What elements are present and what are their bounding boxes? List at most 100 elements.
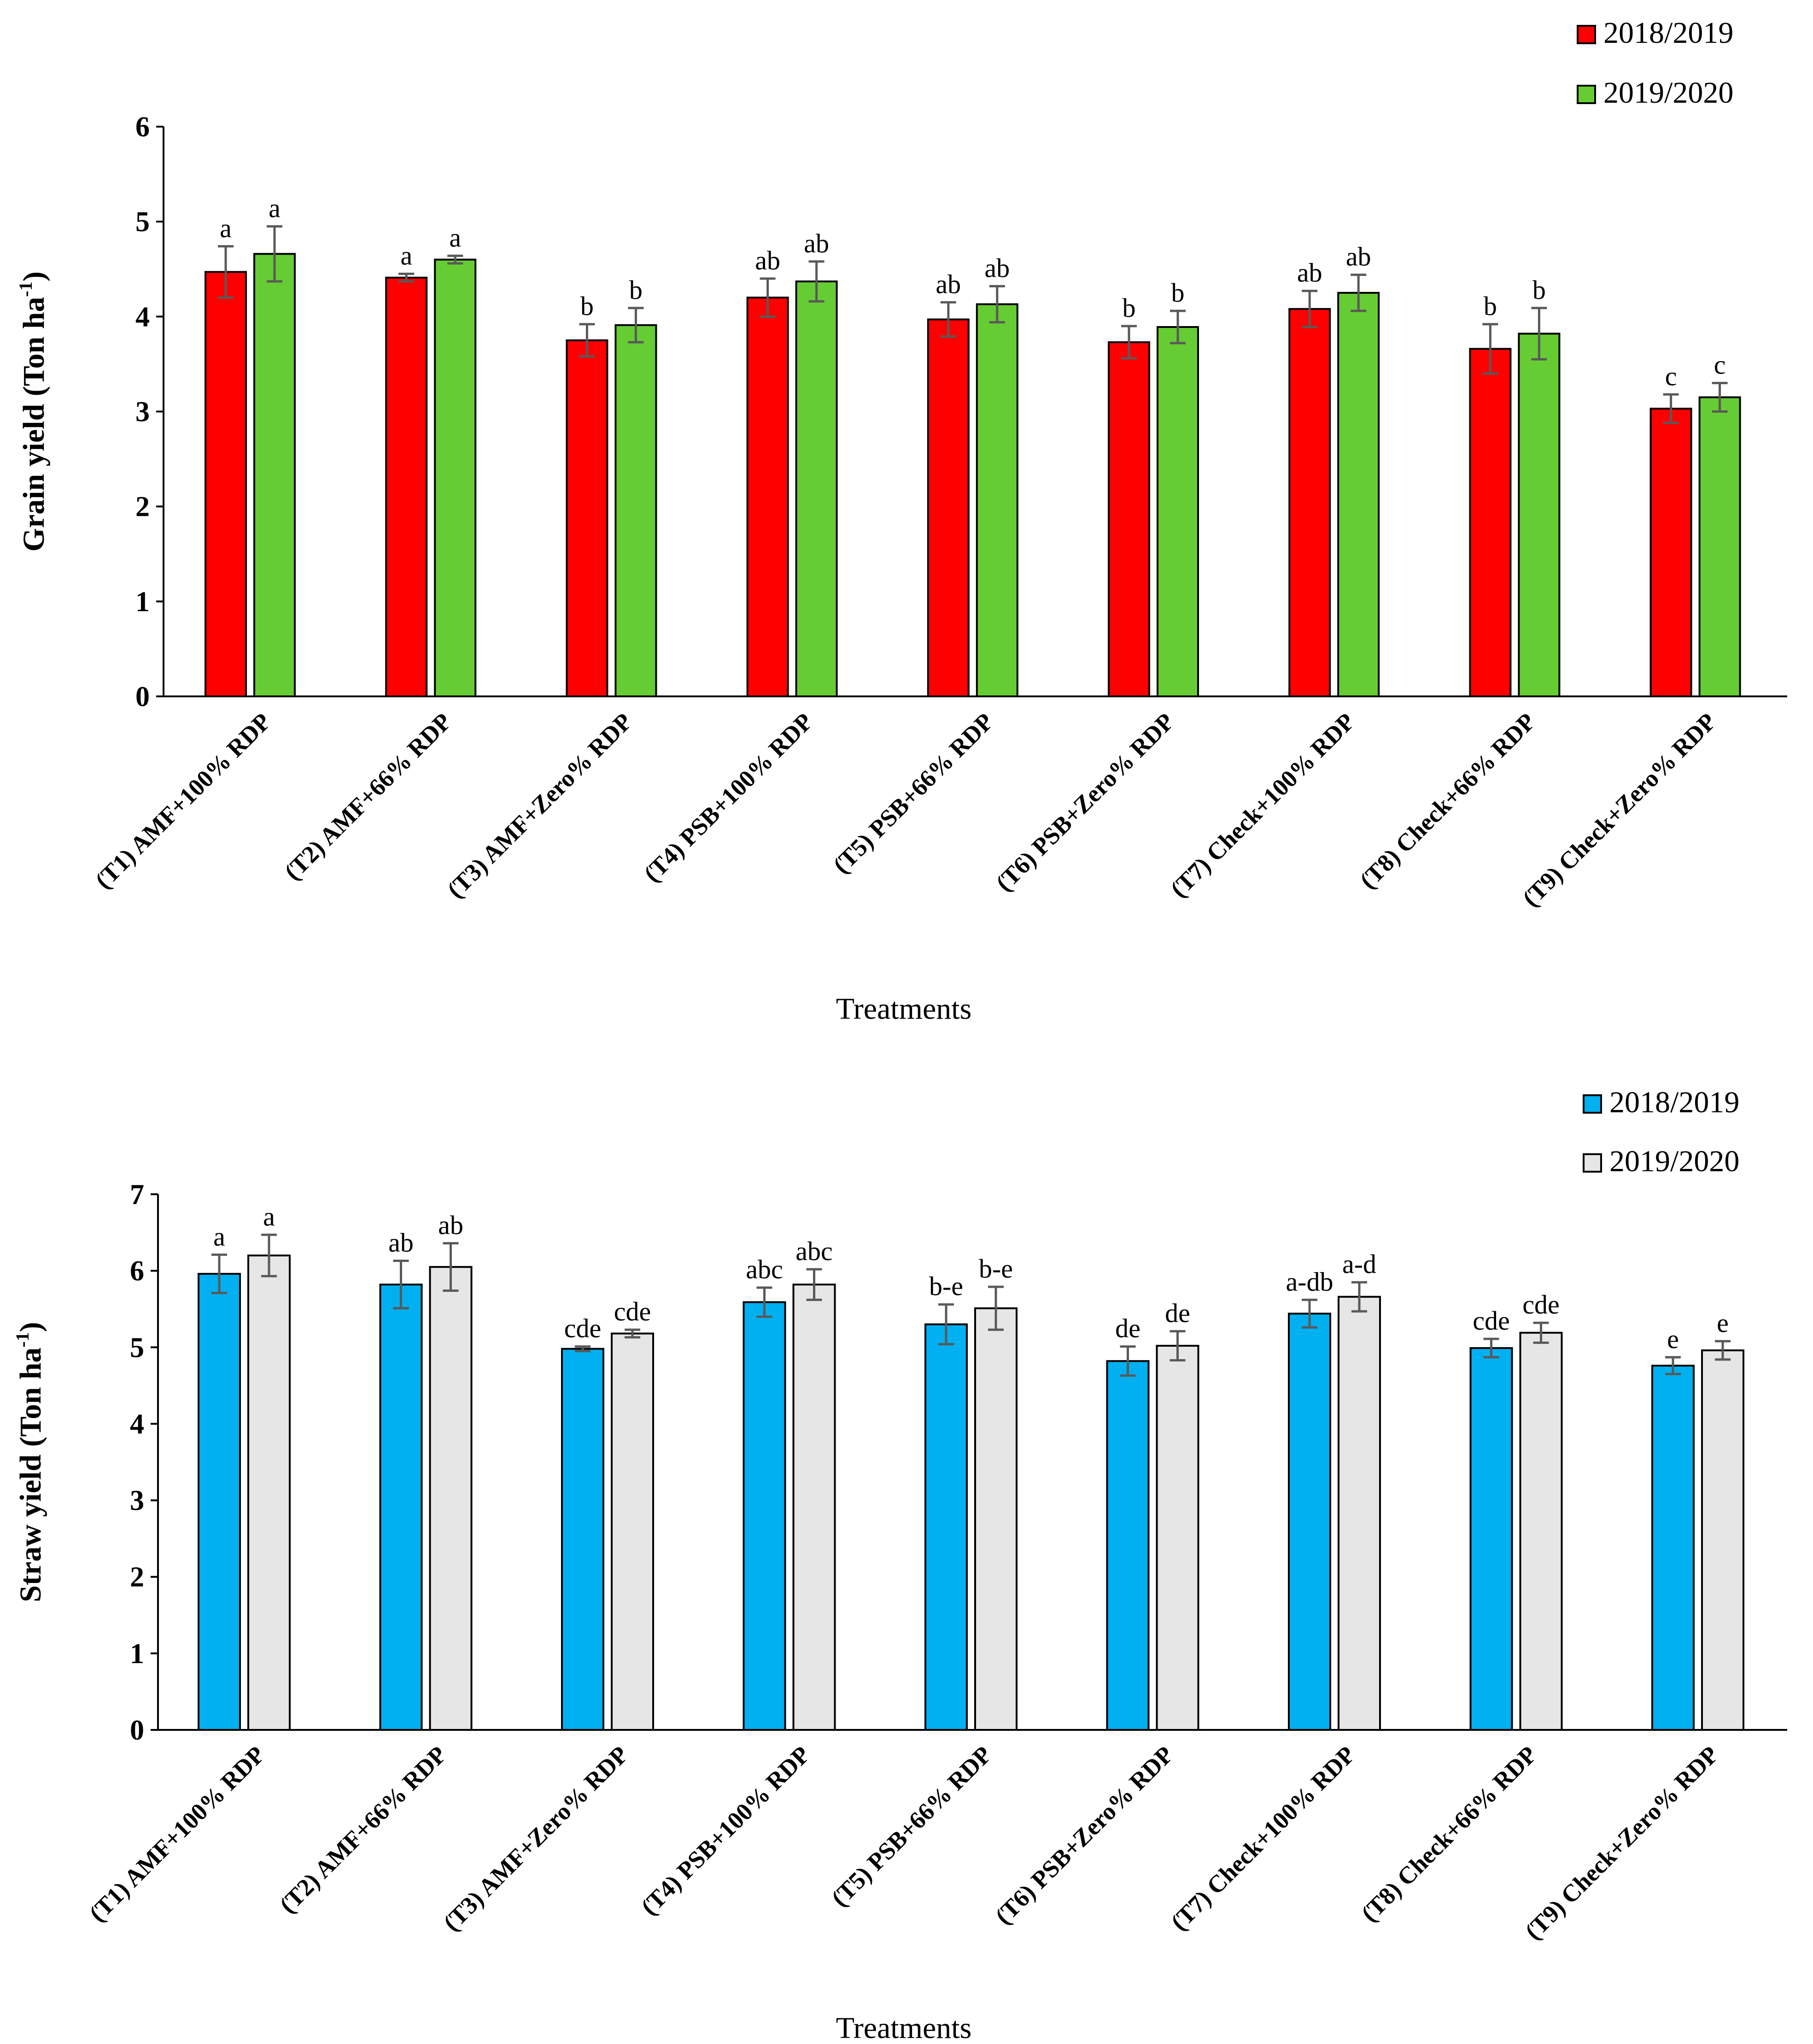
significance-letter: cde <box>1522 1290 1560 1320</box>
y-tick-label: 0 <box>135 681 150 712</box>
y-axis-title-superscript: -1 <box>12 1332 33 1347</box>
bar <box>927 318 970 697</box>
significance-letter: cde <box>614 1296 651 1326</box>
bar <box>434 258 477 697</box>
legend-swatch <box>1583 1094 1602 1114</box>
y-tick-label: 0 <box>130 1715 144 1746</box>
bar <box>976 303 1018 697</box>
bar <box>566 339 608 697</box>
y-tick-label: 3 <box>135 397 150 428</box>
bar <box>1108 341 1150 697</box>
significance-letter: c <box>1665 361 1677 391</box>
y-tick-label: 5 <box>130 1332 144 1363</box>
bar <box>1469 348 1512 697</box>
significance-letter: ab <box>1346 242 1371 272</box>
significance-letter: ab <box>1297 258 1322 288</box>
legend-swatch <box>1577 85 1596 104</box>
significance-letter: ab <box>388 1228 414 1258</box>
significance-letter: a <box>449 222 461 252</box>
significance-letter: e <box>1667 1324 1679 1354</box>
bar <box>561 1348 604 1731</box>
bar <box>1288 308 1331 697</box>
x-axis-title: Treatments <box>836 2011 972 2044</box>
bar <box>746 297 789 697</box>
y-tick-label: 6 <box>135 111 150 143</box>
bar <box>792 1284 836 1731</box>
legend-label: 2019/2020 <box>1609 1145 1739 1178</box>
bar <box>247 1254 291 1731</box>
significance-letter: ab <box>755 245 780 275</box>
significance-letter: a <box>400 241 412 271</box>
significance-letter: a <box>220 213 232 243</box>
y-axis-title-tail: ) <box>17 271 51 281</box>
significance-letter: e <box>1717 1308 1729 1338</box>
y-tick-label: 2 <box>135 491 150 523</box>
y-axis-title: Grain yield (Ton ha-1) <box>15 271 51 552</box>
bar <box>198 1273 241 1731</box>
bar <box>1337 292 1380 697</box>
significance-letter: cde <box>1473 1306 1510 1336</box>
bar <box>1701 1349 1744 1731</box>
significance-letter: de <box>1165 1298 1190 1328</box>
bar <box>614 324 657 697</box>
bar <box>1156 1344 1199 1731</box>
significance-letter: c <box>1714 350 1726 380</box>
bar <box>379 1284 423 1731</box>
significance-letter: ab <box>438 1210 463 1240</box>
significance-letter: a <box>213 1221 225 1251</box>
y-axis-title-tail: ) <box>14 1322 47 1332</box>
significance-letter: b-e <box>979 1254 1013 1284</box>
significance-letter: b <box>580 291 594 321</box>
x-axis-title: Treatments <box>836 992 972 1026</box>
y-tick-label: 5 <box>135 206 150 238</box>
y-tick-label: 1 <box>130 1638 144 1670</box>
bar <box>1469 1347 1513 1731</box>
bar <box>924 1323 968 1731</box>
significance-letter: abc <box>795 1236 833 1266</box>
significance-letter: b-e <box>929 1271 963 1301</box>
bar <box>974 1307 1018 1731</box>
y-axis-title-main: Grain yield (Ton ha <box>17 297 51 552</box>
bar <box>429 1266 473 1731</box>
bar <box>1106 1360 1150 1731</box>
significance-letter: de <box>1115 1314 1140 1343</box>
y-tick-label: 1 <box>135 586 150 618</box>
bar <box>1157 326 1199 697</box>
significance-letter: b <box>629 275 643 305</box>
y-tick-label: 6 <box>130 1256 144 1287</box>
significance-letter: b <box>1484 291 1497 321</box>
significance-letter: cde <box>564 1314 602 1343</box>
bar <box>385 276 428 697</box>
significance-letter: a <box>263 1202 275 1232</box>
legend-label: 2019/2020 <box>1603 76 1733 110</box>
legend-label: 2018/2019 <box>1603 16 1733 50</box>
significance-letter: a <box>269 193 281 223</box>
y-axis-title: Straw yield (Ton ha-1) <box>12 1322 47 1602</box>
significance-letter: a-db <box>1286 1267 1333 1296</box>
legend-label: 2018/2019 <box>1609 1086 1739 1119</box>
significance-letter: b <box>1171 278 1185 308</box>
y-tick-label: 4 <box>130 1408 144 1440</box>
bar <box>1288 1313 1331 1731</box>
y-tick-label: 3 <box>130 1485 144 1517</box>
significance-letter: ab <box>804 228 829 258</box>
bar <box>1698 396 1741 697</box>
y-tick-label: 7 <box>130 1179 144 1210</box>
significance-letter: b <box>1123 293 1136 323</box>
bar <box>795 280 838 697</box>
bar <box>1651 1365 1695 1731</box>
legend-swatch <box>1577 25 1596 44</box>
y-axis-title-superscript: -1 <box>15 281 36 297</box>
significance-letter: b <box>1532 275 1546 305</box>
significance-letter: a-d <box>1342 1249 1376 1279</box>
significance-letter: ab <box>984 253 1010 283</box>
significance-letter: abc <box>746 1255 783 1285</box>
significance-letter: ab <box>936 269 961 299</box>
bar <box>1519 1332 1563 1731</box>
bar <box>1649 408 1692 697</box>
bar <box>253 253 296 697</box>
bar <box>1518 333 1561 697</box>
bar <box>743 1301 786 1731</box>
bar <box>205 271 247 697</box>
